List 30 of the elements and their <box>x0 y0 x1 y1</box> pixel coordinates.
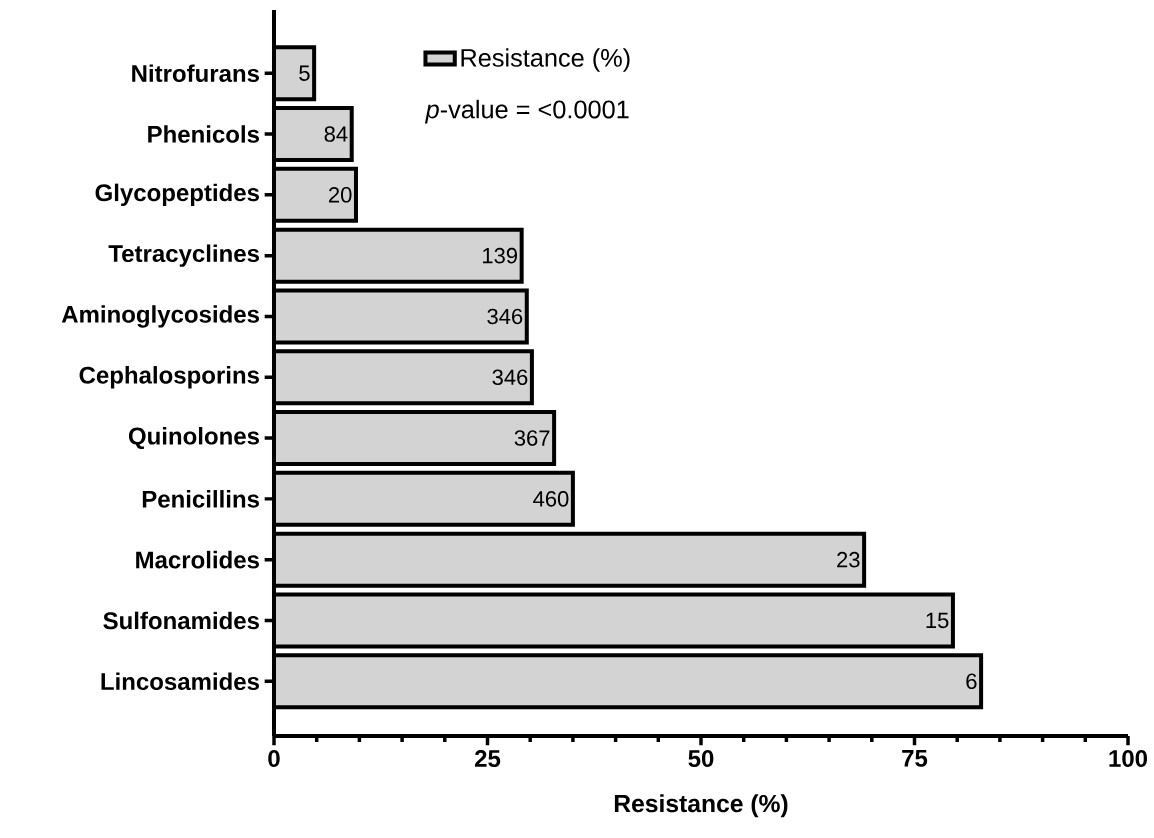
y-tick-label: Quinolones <box>128 426 259 450</box>
y-tick-label: Aminoglycosides <box>61 305 259 328</box>
annotation: 346 <box>487 308 523 325</box>
annotation: 15 <box>926 612 949 629</box>
annotation: 84 <box>324 126 348 142</box>
annotation: 20 <box>329 187 352 203</box>
annotation: 23 <box>837 551 860 568</box>
annotation: 346 <box>492 369 528 386</box>
annotation: 6 <box>966 673 977 690</box>
annotation: 367 <box>514 430 550 446</box>
annotation: 5 <box>299 65 310 81</box>
x-tick-label: 50 <box>688 750 714 768</box>
x-tick-label: 25 <box>474 750 501 768</box>
x-axis-title: Resistance (%) <box>614 794 788 818</box>
x-tick-label: 0 <box>268 750 280 768</box>
y-tick-label: Lincosamides <box>101 672 259 691</box>
annotation: 139 <box>483 247 518 264</box>
y-tick-label: Tetracyclines <box>108 244 259 267</box>
annotation: 460 <box>533 491 569 507</box>
annotation: p-value = <0.0001 <box>424 99 629 124</box>
x-tick-label: 100 <box>1109 750 1148 768</box>
x-tick-label: 75 <box>902 750 928 767</box>
y-tick-label: Nitrofurans <box>132 64 259 83</box>
y-tick-label: Phenicols <box>148 125 259 143</box>
y-tick-label: Macrolides <box>136 550 259 569</box>
legend-label: Resistance (%) <box>461 48 630 72</box>
y-tick-label: Sulfonamides <box>103 611 259 630</box>
y-tick-label: Cephalosporins <box>79 366 259 389</box>
y-tick-label: Glycopeptides <box>95 183 259 207</box>
y-tick-label: Penicillins <box>142 490 259 508</box>
